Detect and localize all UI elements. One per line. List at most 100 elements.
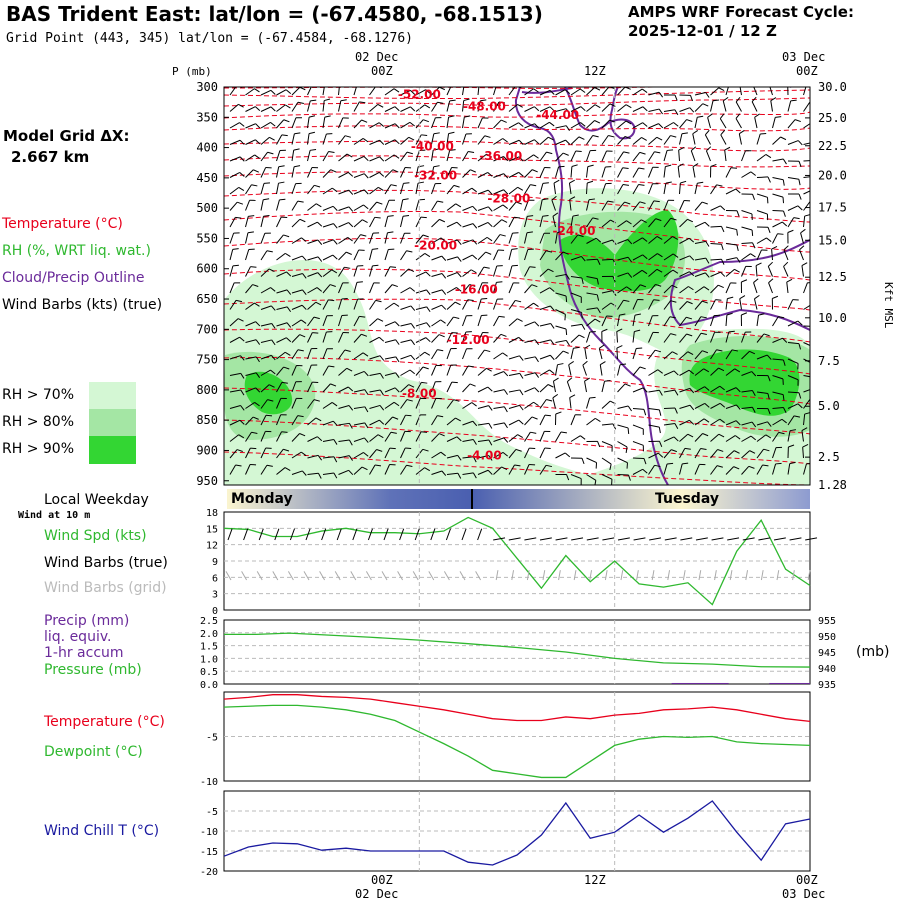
wind-barb — [601, 87, 610, 96]
precip-liq-label: liq. equiv. — [44, 629, 112, 645]
wind-barb — [601, 135, 609, 145]
wind-barb — [799, 249, 804, 261]
wind-barb-flag — [255, 356, 260, 363]
wind-barb-flag — [449, 149, 456, 151]
wind-barb — [663, 236, 673, 244]
wind-barb-flag — [687, 351, 694, 355]
wind-barb-flag — [620, 363, 627, 366]
wind-barb-flag — [751, 229, 754, 237]
wind-barb-flag — [665, 164, 672, 168]
wind-barb-grid — [745, 570, 749, 581]
wind-barb-flag — [658, 390, 663, 396]
wind-barb — [648, 284, 656, 294]
wind-barb — [787, 320, 799, 327]
wind-barb — [586, 217, 594, 228]
wind-barb — [307, 239, 319, 244]
wind-barb — [245, 356, 257, 360]
wind-barb — [710, 87, 720, 96]
wind-barb-flag — [546, 399, 553, 402]
wind-barb-flag — [332, 205, 338, 211]
wind-barb-flag — [565, 295, 568, 303]
wind-barb — [586, 276, 598, 280]
wind-barb — [431, 451, 442, 459]
wind-barb-true — [508, 537, 521, 541]
wind-barb-flag — [379, 373, 384, 379]
wind-barb-flag — [767, 261, 773, 267]
precip-accum-label: 1-hr accum — [44, 645, 124, 661]
wind-barb-flag — [519, 355, 524, 361]
wind-barb-true — [586, 537, 599, 541]
wind-barb — [552, 397, 556, 409]
wind-barb-flag — [734, 368, 741, 373]
model-grid-value: 2.667 km — [11, 148, 90, 166]
wind-barb-flag — [253, 169, 259, 173]
isotherm-line — [224, 87, 678, 89]
wind-barb — [648, 465, 655, 475]
wind-barb — [539, 183, 544, 195]
wind-barb — [322, 223, 334, 228]
cloud-outline-path — [790, 87, 793, 88]
wind-barb — [632, 348, 637, 360]
wind-barb-grid — [443, 571, 450, 581]
wind-barb-flag — [270, 287, 276, 292]
wind-barb — [753, 282, 758, 294]
wind-barb-flag — [765, 154, 772, 159]
wind-barb — [415, 271, 427, 277]
wind-barb — [601, 423, 613, 426]
wind-barb — [276, 448, 284, 459]
wind-barb — [477, 469, 489, 475]
wind-barb — [617, 286, 627, 294]
wind-barb-true — [680, 537, 693, 541]
wind-barb — [508, 232, 513, 244]
wind-barb — [260, 121, 271, 129]
wind-barb — [632, 122, 643, 129]
wind-barb — [276, 322, 288, 327]
wind-barb-flag — [599, 344, 605, 349]
wind-barb — [307, 381, 313, 393]
wind-barb — [353, 370, 365, 376]
wind-barb-flag — [239, 156, 245, 162]
wind-barb — [322, 117, 326, 129]
wind-barb-flag — [333, 472, 338, 479]
wind-barb — [539, 305, 551, 310]
wind-barb — [710, 315, 715, 327]
wind-barb — [570, 292, 582, 298]
wind-barb-flag — [720, 129, 726, 136]
wind-barb — [477, 386, 489, 393]
wind-barb — [694, 183, 698, 195]
wind-barb-flag — [692, 163, 699, 168]
wind-barb-flag — [441, 470, 447, 476]
wind-barb-flag — [325, 83, 331, 84]
wind-barb-flag — [653, 200, 660, 203]
legend-rh90-swatch — [89, 436, 136, 464]
wind-barb — [415, 216, 422, 228]
wind-barb — [276, 234, 284, 244]
wind-barb-flag — [626, 220, 632, 225]
wind-barb-flag — [596, 307, 601, 314]
wind-barb-flag — [300, 319, 307, 324]
wind-barb — [694, 103, 704, 112]
wind-barb-grid — [558, 570, 561, 581]
wind-barb-flag — [705, 257, 710, 264]
wind-barb-flag — [549, 287, 555, 292]
temperature-line — [223, 694, 811, 723]
wind-barb-flag — [684, 447, 691, 450]
wind-barb-flag — [534, 106, 540, 112]
isotherm-line — [224, 111, 810, 119]
wind-barb-flag — [798, 343, 802, 350]
wind-barb — [617, 87, 626, 96]
wind-barb — [291, 349, 299, 360]
wind-barb — [555, 350, 564, 360]
wind-barb — [741, 371, 752, 376]
wind-barb — [431, 255, 442, 261]
wind-barb-flag — [707, 113, 713, 118]
height-tick: 15.0 — [818, 233, 847, 247]
wind-barb-flag — [362, 219, 368, 223]
wind-barb — [338, 315, 343, 327]
precip-panel-tick: 1.5 — [200, 642, 218, 653]
wind-barb — [617, 184, 624, 195]
wind-barb-flag — [301, 237, 307, 242]
wind-barb-flag — [672, 351, 678, 355]
wind-barb-flag — [347, 237, 353, 242]
wind-barb-flag — [772, 295, 779, 299]
